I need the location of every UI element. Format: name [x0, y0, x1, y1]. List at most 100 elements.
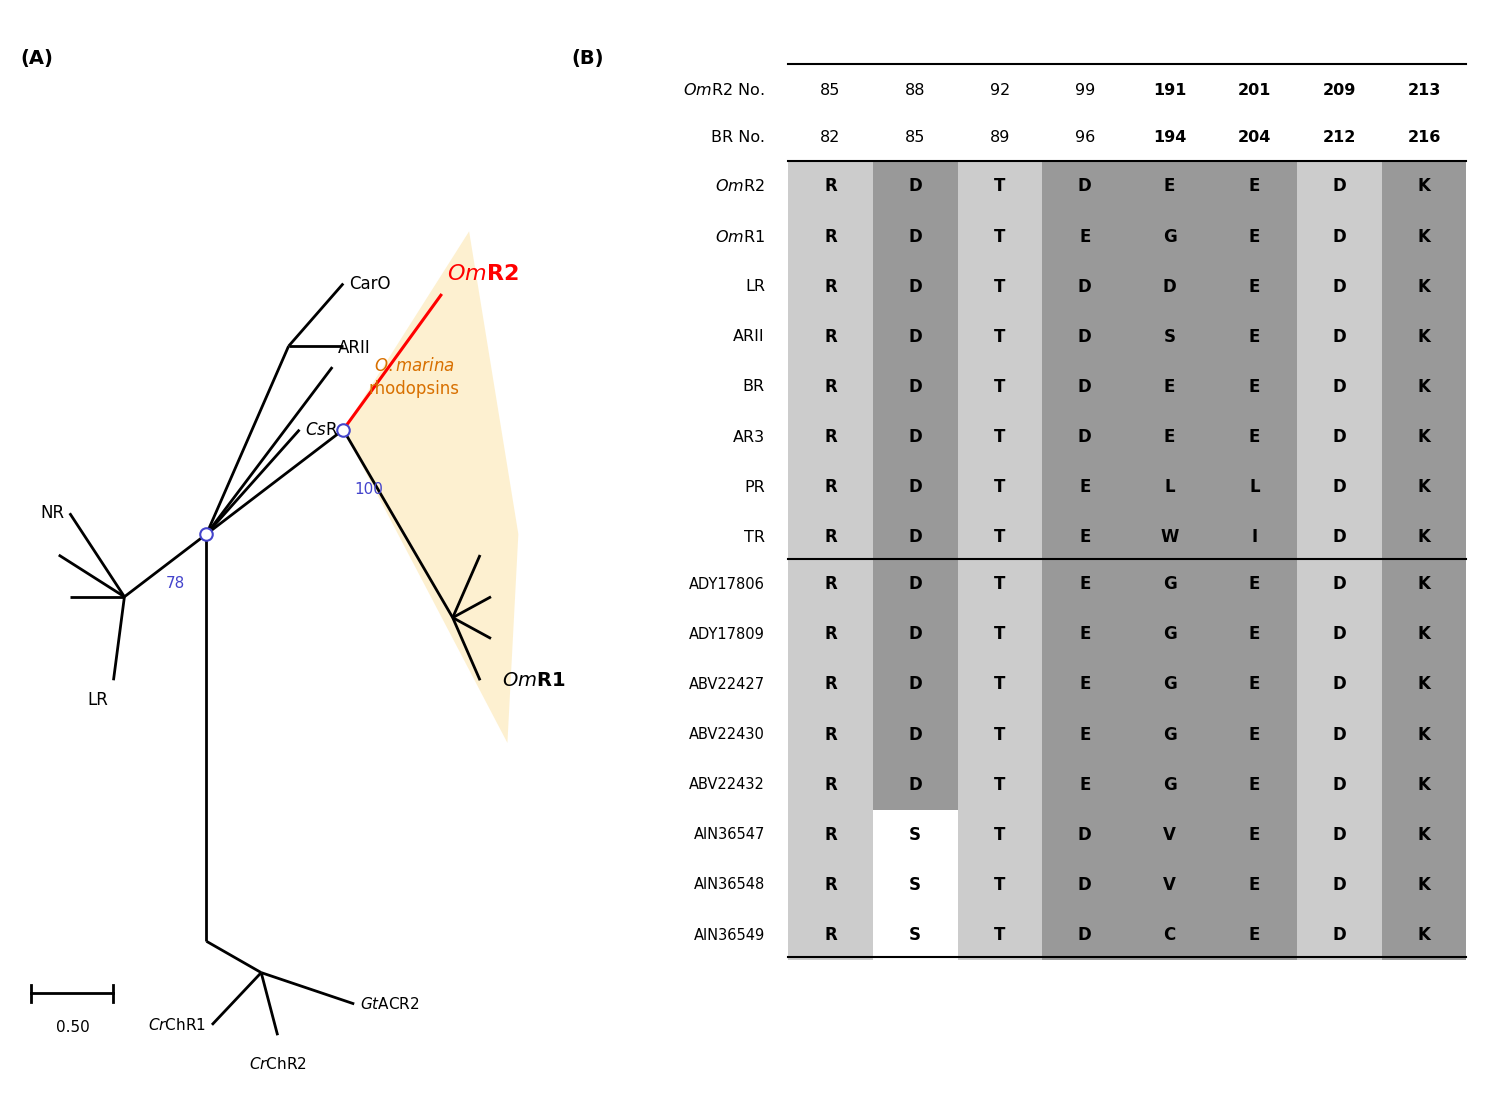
Text: D: D [1078, 428, 1091, 446]
Text: E: E [1249, 825, 1261, 844]
Bar [1127, 462, 1213, 512]
Text: K: K [1418, 876, 1430, 893]
Text: D: D [1333, 177, 1346, 196]
Text: E: E [1249, 725, 1261, 744]
Bar [788, 759, 872, 810]
Bar [872, 910, 958, 961]
Text: AIN36549: AIN36549 [694, 928, 764, 943]
Text: 100: 100 [354, 481, 384, 497]
Text: K: K [1418, 278, 1430, 296]
Text: 85: 85 [905, 130, 925, 145]
Text: V: V [1163, 825, 1177, 844]
Text: D: D [1333, 478, 1346, 496]
Bar [1042, 512, 1127, 563]
Bar [1382, 810, 1466, 859]
Bar [872, 462, 958, 512]
Text: D: D [1333, 876, 1346, 893]
Text: 209: 209 [1322, 82, 1357, 98]
Text: E: E [1249, 776, 1261, 793]
Bar [958, 512, 1042, 563]
Bar [872, 759, 958, 810]
Bar [1382, 859, 1466, 910]
Text: R: R [824, 177, 836, 196]
Text: ARII: ARII [337, 338, 370, 356]
Text: K: K [1418, 825, 1430, 844]
Text: NR: NR [40, 504, 64, 522]
Text: TR: TR [744, 530, 764, 545]
Text: T: T [994, 725, 1006, 744]
Text: G: G [1163, 725, 1177, 744]
Bar [788, 659, 872, 710]
Text: D: D [1333, 776, 1346, 793]
Text: R: R [824, 529, 836, 546]
Text: D: D [908, 776, 922, 793]
Text: K: K [1418, 328, 1430, 346]
Text: 212: 212 [1322, 130, 1357, 145]
Bar [1382, 609, 1466, 659]
Text: 78: 78 [165, 576, 184, 591]
Text: 89: 89 [989, 130, 1010, 145]
Text: R: R [824, 278, 836, 296]
Bar [872, 512, 958, 563]
Text: T: T [994, 926, 1006, 944]
Text: G: G [1163, 676, 1177, 693]
Text: D: D [908, 378, 922, 396]
Bar [958, 362, 1042, 412]
Text: R: R [824, 478, 836, 496]
Text: E: E [1079, 478, 1090, 496]
Text: R: R [824, 776, 836, 793]
Bar [788, 609, 872, 659]
Bar [1042, 659, 1127, 710]
Text: 204: 204 [1238, 130, 1271, 145]
Text: T: T [994, 575, 1006, 593]
Text: G: G [1163, 575, 1177, 593]
Text: G: G [1163, 776, 1177, 793]
Text: D: D [908, 625, 922, 643]
Text: K: K [1418, 227, 1430, 245]
Text: R: R [824, 725, 836, 744]
Bar [788, 859, 872, 910]
Text: R: R [824, 825, 836, 844]
Bar [1213, 512, 1297, 563]
Bar [1127, 362, 1213, 412]
Bar [1213, 312, 1297, 362]
Text: E: E [1163, 177, 1175, 196]
Bar [958, 412, 1042, 462]
Bar [1042, 211, 1127, 262]
Text: D: D [1333, 676, 1346, 693]
Bar [1213, 609, 1297, 659]
Bar [1213, 262, 1297, 312]
Text: R: R [824, 428, 836, 446]
Text: $\it{Cr}$ChR1: $\it{Cr}$ChR1 [148, 1017, 207, 1033]
Text: $\it{O. marina}$
rhodopsins: $\it{O. marina}$ rhodopsins [369, 357, 460, 398]
Bar [1382, 462, 1466, 512]
Text: D: D [1333, 926, 1346, 944]
Text: L: L [1165, 478, 1175, 496]
Text: D: D [908, 725, 922, 744]
Text: $\mathit{Om}$R2: $\mathit{Om}$R2 [447, 264, 519, 284]
Text: 99: 99 [1075, 82, 1094, 98]
Bar [1297, 659, 1382, 710]
Bar [958, 211, 1042, 262]
Text: R: R [824, 378, 836, 396]
Bar [1297, 362, 1382, 412]
Text: S: S [910, 825, 922, 844]
Text: D: D [1333, 378, 1346, 396]
Bar [958, 262, 1042, 312]
Text: K: K [1418, 725, 1430, 744]
Bar [958, 609, 1042, 659]
Text: R: R [824, 328, 836, 346]
Bar [1297, 211, 1382, 262]
Text: D: D [1333, 825, 1346, 844]
Bar [958, 162, 1042, 211]
Text: E: E [1079, 575, 1090, 593]
Bar [958, 659, 1042, 710]
Text: D: D [1078, 926, 1091, 944]
Text: S: S [910, 876, 922, 893]
Bar [1213, 659, 1297, 710]
Text: R: R [824, 876, 836, 893]
Bar [788, 312, 872, 362]
Text: 82: 82 [820, 130, 841, 145]
Text: K: K [1418, 478, 1430, 496]
Text: D: D [1333, 625, 1346, 643]
